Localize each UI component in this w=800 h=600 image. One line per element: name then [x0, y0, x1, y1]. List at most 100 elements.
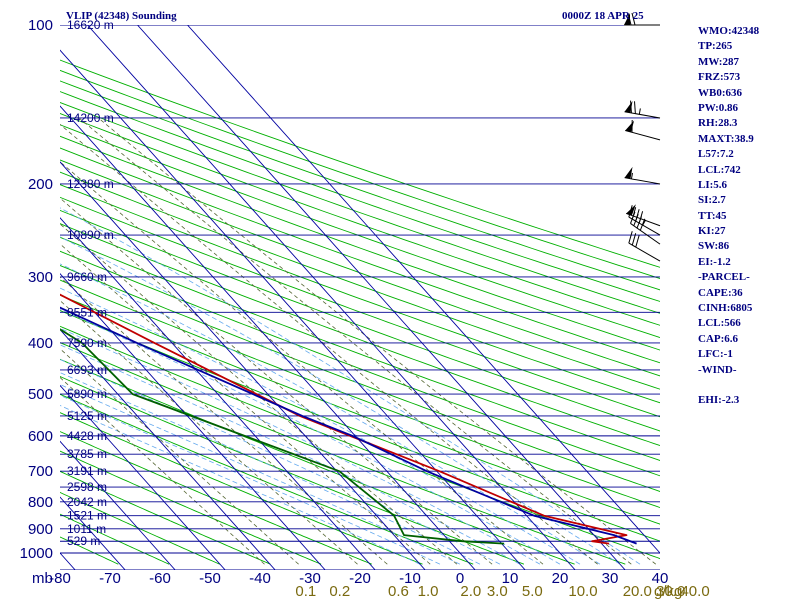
dry-adiabat [60, 223, 660, 447]
wind-barb-pennant [625, 120, 635, 133]
dry-adiabat [60, 393, 474, 565]
temperature-tick-label: -40 [249, 570, 271, 587]
stability-index: LCL:742 [698, 163, 741, 176]
wind-barb-flag [627, 12, 632, 26]
dry-adiabat [60, 135, 660, 351]
moist-adiabat [60, 344, 521, 565]
dry-adiabat [60, 325, 660, 560]
dry-adiabat [60, 159, 660, 377]
isotherm [60, 328, 276, 570]
height-label: 4428 m [67, 429, 107, 443]
height-label: 14200 m [67, 111, 114, 125]
wind-barb [628, 231, 661, 262]
dry-adiabat [60, 250, 660, 477]
isotherm [87, 25, 576, 570]
pressure-unit-label: mb [32, 570, 53, 587]
dry-adiabats [60, 59, 660, 565]
wind-barb-half [630, 172, 633, 179]
wind-barb [624, 166, 661, 185]
dry-adiabat [60, 147, 660, 364]
mixing-ratio-tick-label: 0.2 [329, 583, 350, 600]
wind-barb-staff [624, 111, 661, 119]
height-label: 5125 m [67, 409, 107, 423]
height-label: 16620 m [67, 18, 114, 32]
dry-adiabat [60, 196, 660, 418]
mixing-ratio-tick-label: 0.6 [388, 583, 409, 600]
wind-barb-flag [633, 214, 639, 226]
station-title: VLIP (42348) Sounding [66, 10, 177, 22]
wind-barb-flag [630, 211, 636, 224]
dry-adiabat [60, 342, 626, 565]
temperature-tick-label: -70 [99, 570, 121, 587]
temperature-tick-label: 20 [552, 570, 569, 587]
stability-index: RH:28.3 [698, 117, 738, 130]
isobars [60, 25, 660, 570]
dry-adiabat [60, 184, 660, 404]
parcel-path [60, 306, 637, 545]
wind-barb-staff [628, 242, 661, 262]
stability-index: MAXT:38.9 [698, 132, 754, 145]
stability-index: SI:2.7 [698, 194, 726, 207]
dry-adiabat [60, 171, 660, 390]
height-label: 6693 m [67, 363, 107, 377]
temperature-tick-label: -60 [149, 570, 171, 587]
wind-barb-flag [636, 216, 642, 229]
stability-index: -PARCEL- [698, 271, 750, 284]
wind-barb [624, 12, 660, 26]
dewpoint-profile [60, 328, 505, 545]
mixing-ratio-tick-label: 5.0 [522, 583, 543, 600]
dry-adiabat [60, 450, 322, 565]
mixing-ratio-tick-label: 20.0 [623, 583, 652, 600]
height-label: 9660 m [67, 270, 107, 284]
wind-barb-flag [631, 12, 636, 26]
dry-adiabat [60, 101, 660, 314]
height-label: 529 m [67, 534, 100, 548]
wind-barb-staff [624, 177, 661, 185]
moist-adiabat [60, 327, 541, 565]
stability-index: SW:86 [698, 240, 730, 253]
isotherm [60, 217, 376, 570]
pressure-tick-label: 700 [28, 463, 53, 480]
stability-index: TP:265 [698, 40, 733, 53]
sounding-profiles [60, 293, 637, 545]
sounding-time: 0000Z 18 APR 25 [562, 10, 644, 22]
dry-adiabat [60, 470, 271, 565]
moist-adiabat [60, 405, 421, 565]
moist-adiabat [60, 372, 481, 565]
mixing-ratio-unit-label: g/kg [654, 583, 682, 600]
height-label: 7590 m [67, 336, 107, 350]
stability-index: CAP:6.6 [698, 332, 739, 345]
height-label: 12380 m [67, 177, 114, 191]
isotherm [60, 384, 226, 570]
pressure-tick-label: 900 [28, 521, 53, 538]
isotherm [60, 161, 426, 570]
wind-barb-pennant [624, 166, 633, 179]
stability-index: EHI:-2.3 [698, 394, 740, 407]
wind-barb-flag [634, 101, 636, 114]
pressure-tick-label: 200 [28, 176, 53, 193]
stability-index: EI:-1.2 [698, 255, 731, 268]
dry-adiabat [60, 59, 660, 268]
stability-index: CINH:6805 [698, 302, 753, 315]
mixing-ratio-tick-label: 3.0 [487, 583, 508, 600]
height-label: 1011 m [67, 522, 106, 536]
temperature-tick-label: 10 [502, 570, 519, 587]
temperature-tick-label: 30 [602, 570, 619, 587]
isotherm [60, 440, 176, 570]
mixing-ratio-tick-label: 40.0 [680, 583, 709, 600]
mixing-ratio-line [78, 117, 632, 565]
wind-barb-half [638, 108, 641, 115]
wind-barb-flag [631, 233, 637, 246]
mixing-ratio-line [60, 276, 388, 565]
moist-adiabat [60, 359, 501, 565]
mixing-ratio-tick-label: 1.0 [418, 583, 439, 600]
temperature-tick-label: 0 [456, 570, 464, 587]
stability-index: MW:287 [698, 55, 739, 68]
stability-index: LFC:-1 [698, 348, 733, 361]
stability-indices-list: WMO:42348 TP:265 MW:287 FRZ:573 WB0:636 PW:0.… [698, 24, 759, 409]
wind-barb-flag [628, 205, 633, 218]
stability-index: L57:7.2 [698, 148, 734, 161]
temperature-tick-label: -50 [199, 570, 221, 587]
